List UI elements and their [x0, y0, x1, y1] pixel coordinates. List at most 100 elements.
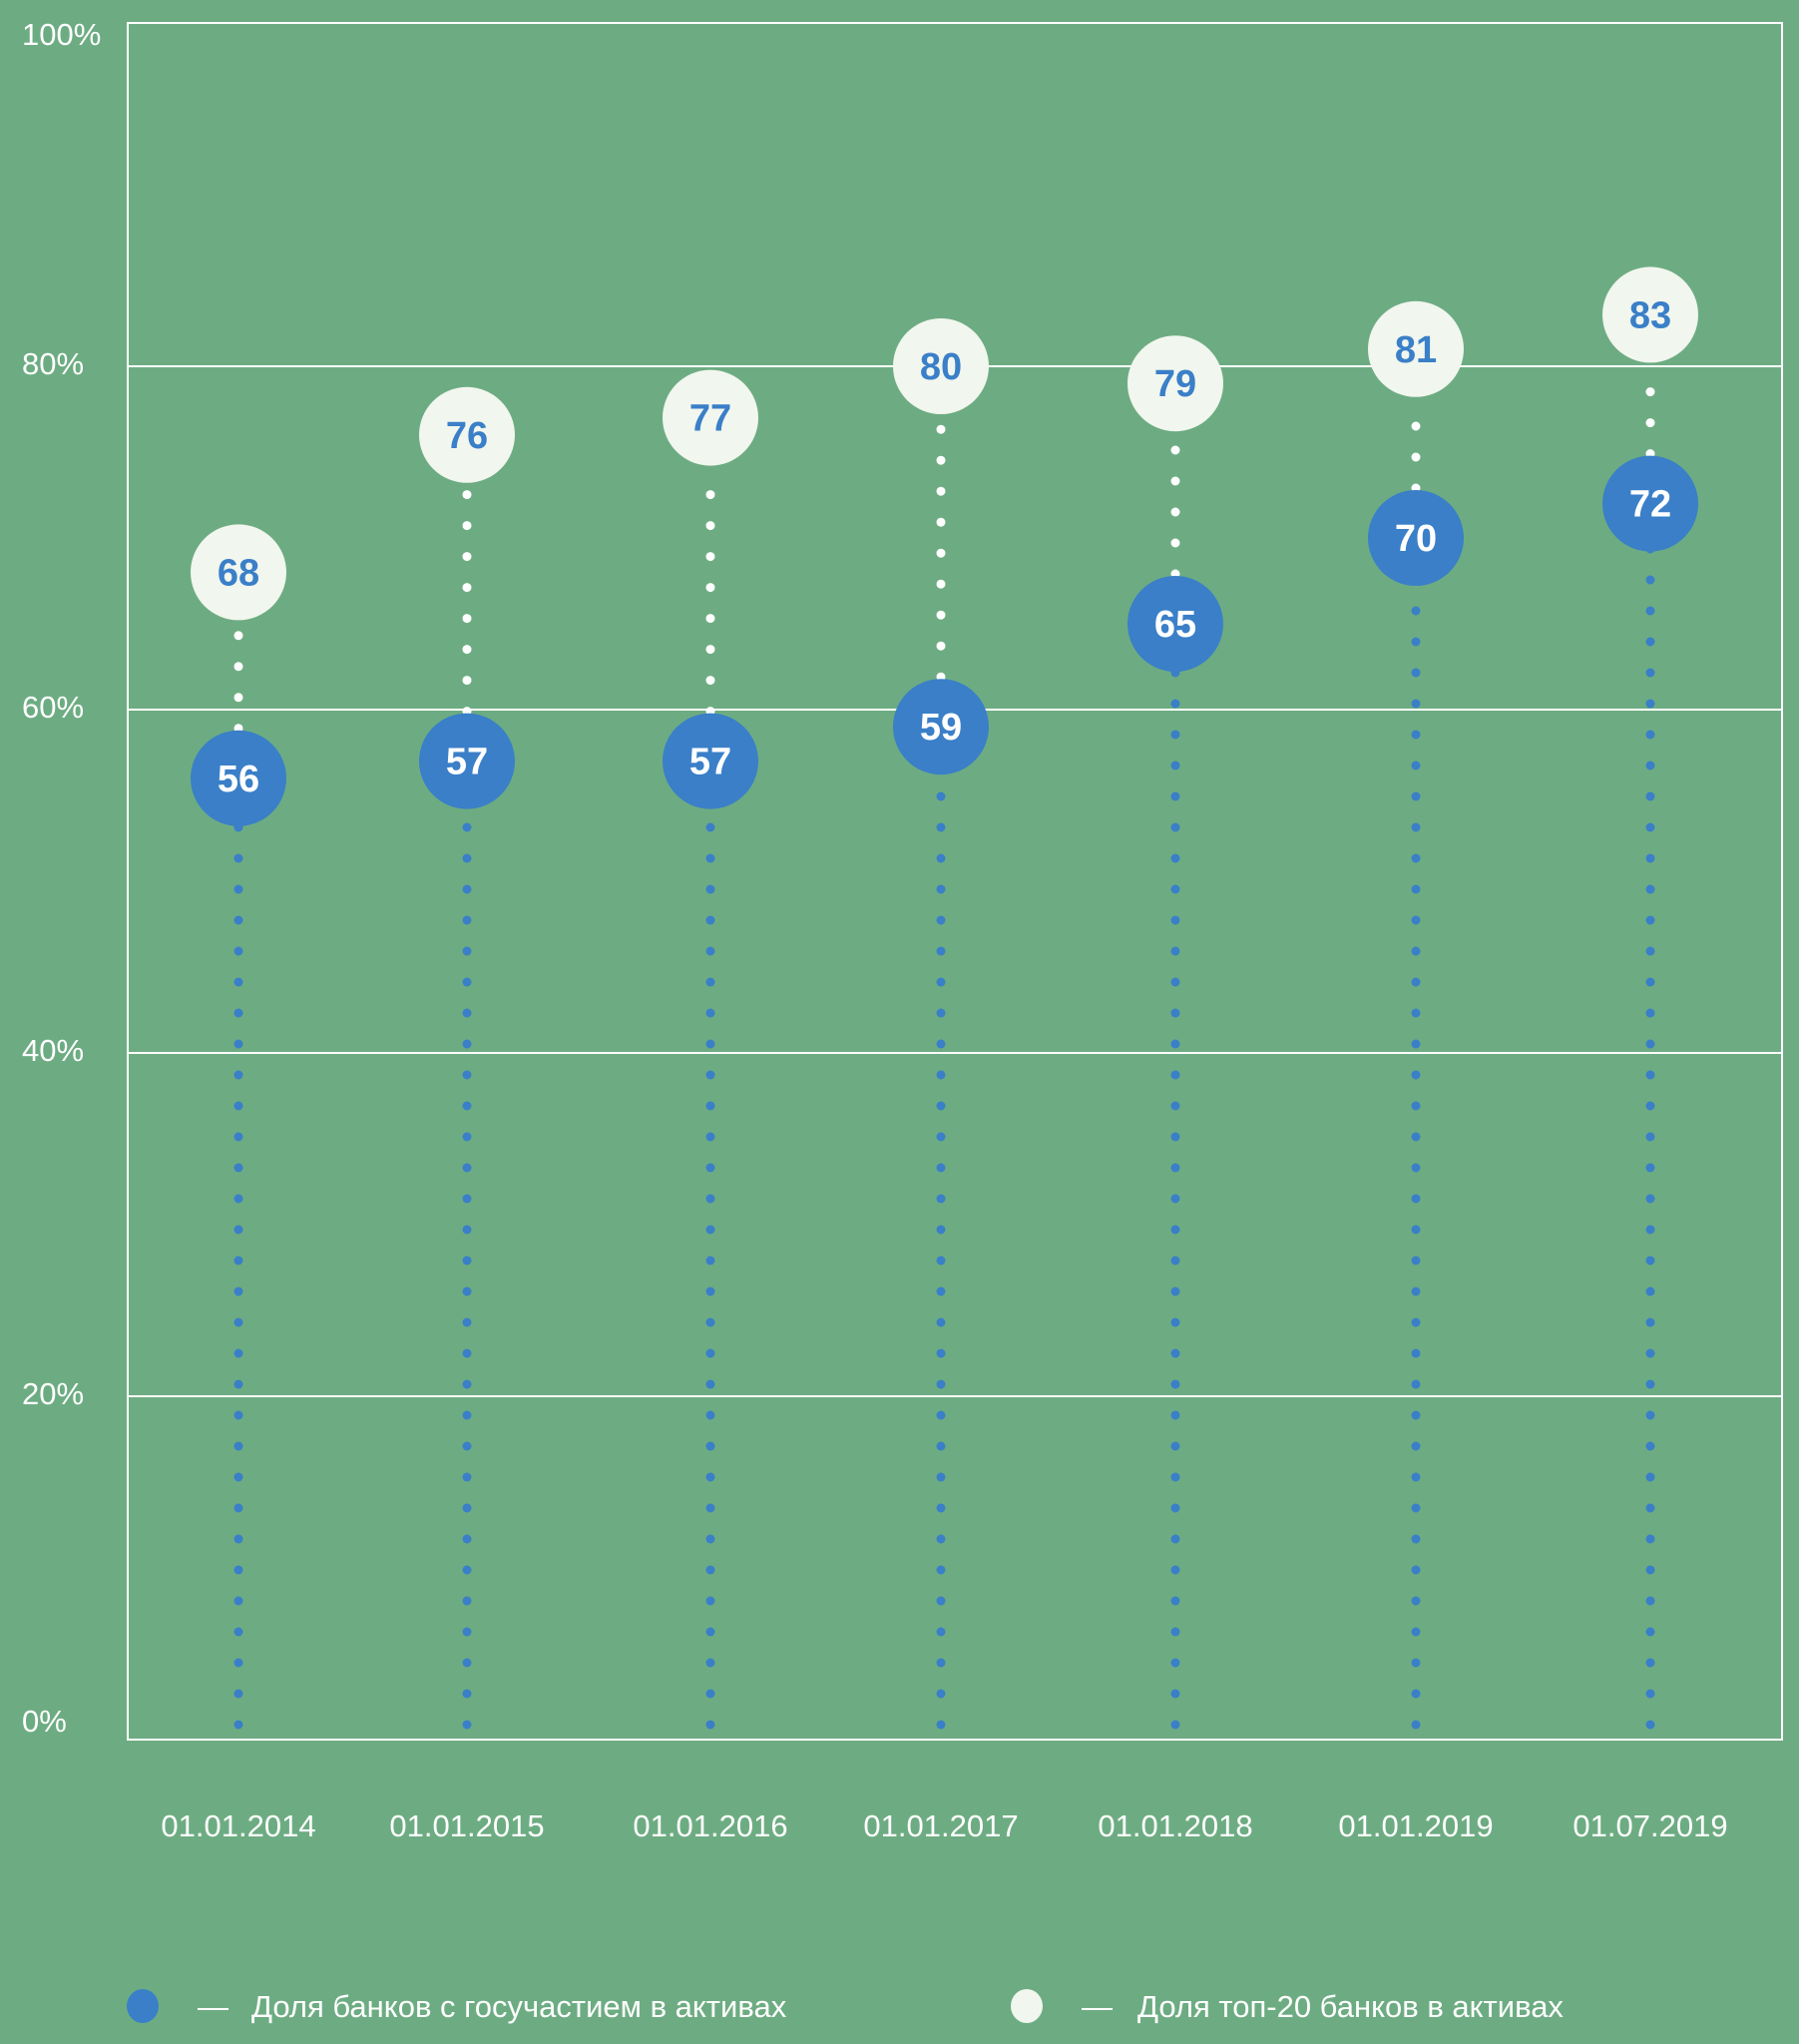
state-banks-value-label: 57 — [446, 742, 488, 783]
blue-dot — [233, 1658, 243, 1668]
blue-dot — [233, 1163, 243, 1173]
blue-dot — [1645, 977, 1655, 987]
white-dot — [462, 521, 472, 531]
blue-dot — [936, 1348, 946, 1358]
blue-dot — [1170, 822, 1180, 832]
blue-dot — [462, 1008, 472, 1018]
y-tick-label: 80% — [22, 346, 84, 381]
blue-dot — [1645, 1596, 1655, 1606]
y-tick-label: 0% — [22, 1704, 67, 1739]
blue-dot — [705, 822, 715, 832]
blue-dot — [1645, 637, 1655, 647]
blue-dot — [1645, 1658, 1655, 1668]
blue-dot — [705, 1008, 715, 1018]
blue-dot — [705, 1348, 715, 1358]
blue-dot — [705, 1317, 715, 1327]
white-dot — [462, 552, 472, 562]
blue-dot — [1170, 699, 1180, 709]
blue-dot — [1170, 946, 1180, 956]
top20-value-label: 80 — [920, 346, 962, 388]
blue-dot — [462, 1317, 472, 1327]
blue-dot — [1170, 1627, 1180, 1637]
blue-dot — [1645, 668, 1655, 678]
white-dot — [462, 614, 472, 624]
blue-dot — [705, 1565, 715, 1575]
state-banks-point — [1127, 576, 1223, 672]
top20-point — [893, 318, 989, 414]
blue-dot — [462, 1225, 472, 1235]
blue-dot — [705, 1658, 715, 1668]
blue-dot — [1411, 1379, 1421, 1389]
blue-dot — [1411, 791, 1421, 801]
blue-dot — [462, 1132, 472, 1142]
blue-dot — [462, 1070, 472, 1080]
blue-dot — [233, 1410, 243, 1420]
blue-dot — [1170, 1286, 1180, 1296]
top20-point — [419, 386, 515, 483]
blue-dot — [1645, 1503, 1655, 1513]
blue-dot — [233, 1194, 243, 1204]
blue-dot — [936, 1163, 946, 1173]
blue-dot — [233, 1565, 243, 1575]
x-tick-label: 01.01.2017 — [863, 1808, 1018, 1843]
legend-dash: — — [1082, 1989, 1113, 2024]
blue-dot — [1645, 730, 1655, 740]
blue-dot — [1411, 1039, 1421, 1049]
blue-dot — [233, 853, 243, 863]
blue-dot — [462, 822, 472, 832]
blue-dot — [705, 1689, 715, 1699]
top20-value-label: 68 — [218, 552, 259, 594]
white-dot — [936, 517, 946, 527]
blue-dot — [1411, 1627, 1421, 1637]
blue-dot — [1645, 1163, 1655, 1173]
y-tick-label: 60% — [22, 690, 84, 725]
state-banks-point — [1368, 490, 1464, 586]
y-axis-ticks: 0% 20% 40% 60% 80% 100% — [22, 17, 101, 1739]
white-dot — [1170, 445, 1180, 455]
blue-dot — [1645, 1379, 1655, 1389]
blue-dot — [936, 1658, 946, 1668]
blue-dot — [233, 1286, 243, 1296]
blue-dot — [462, 1194, 472, 1204]
white-dot — [233, 662, 243, 672]
blue-dot — [1411, 761, 1421, 770]
blue-dot — [1411, 1534, 1421, 1544]
blue-dot — [936, 1472, 946, 1482]
blue-dot — [462, 1565, 472, 1575]
blue-dot — [936, 1008, 946, 1018]
blue-dot — [233, 1379, 243, 1389]
blue-dot — [936, 915, 946, 925]
top20-value-label: 81 — [1395, 329, 1437, 371]
blue-dot — [1411, 668, 1421, 678]
blue-dot — [1170, 1534, 1180, 1544]
blue-dot — [1645, 699, 1655, 709]
blue-dot — [705, 1256, 715, 1266]
top20-point — [1127, 335, 1223, 432]
blue-dot — [936, 1410, 946, 1420]
blue-dot — [462, 977, 472, 987]
blue-dot — [233, 1070, 243, 1080]
blue-dot — [233, 946, 243, 956]
blue-dot — [462, 884, 472, 894]
blue-dot — [936, 1627, 946, 1637]
blue-dot — [936, 822, 946, 832]
blue-dot — [1411, 915, 1421, 925]
blue-dot — [1411, 1194, 1421, 1204]
legend: — Доля банков с госучастием в активах — Дол… — [127, 1989, 1564, 2024]
blue-dot — [936, 884, 946, 894]
blue-dot — [233, 1503, 243, 1513]
grid — [127, 22, 1783, 1741]
blue-dot — [462, 1658, 472, 1668]
blue-dot — [1645, 1565, 1655, 1575]
blue-dot — [1170, 1379, 1180, 1389]
blue-dot — [936, 1596, 946, 1606]
blue-dot — [705, 1596, 715, 1606]
blue-dot — [1170, 791, 1180, 801]
blue-dot — [1411, 1410, 1421, 1420]
blue-dot — [705, 1472, 715, 1482]
blue-dot — [1170, 1410, 1180, 1420]
blue-dot — [1645, 1720, 1655, 1730]
blue-dot — [1645, 1348, 1655, 1358]
blue-dot — [233, 1039, 243, 1049]
blue-dot — [705, 1070, 715, 1080]
